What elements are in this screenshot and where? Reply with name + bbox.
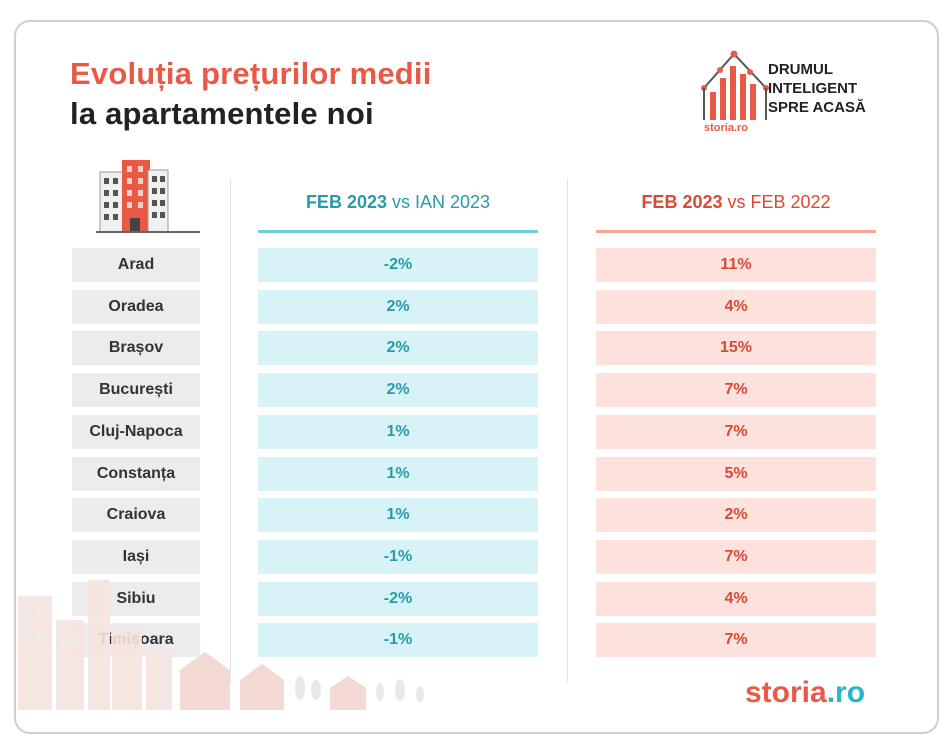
year-change-cell: 4%	[596, 290, 876, 324]
city-cell: Oradea	[72, 290, 200, 324]
year-change-cell: 15%	[596, 331, 876, 365]
year-change-cell: 4%	[596, 582, 876, 616]
tagline: DRUMUL INTELIGENT SPRE ACASĂ	[768, 60, 866, 117]
storia-house-logo-icon: storia.ro	[701, 50, 769, 132]
column-header-bold: FEB 2023	[641, 192, 723, 212]
year-change-cell: 7%	[596, 623, 876, 657]
month-change-cell: 2%	[258, 373, 538, 407]
column-header-rest: vs IAN 2023	[386, 192, 491, 212]
city-cell: Iași	[72, 540, 200, 574]
year-change-cell: 7%	[596, 540, 876, 574]
title-line-1: Evoluția prețurilor medii	[70, 56, 432, 91]
tagline-line: INTELIGENT	[768, 80, 858, 97]
month-change-cell: 1%	[258, 498, 538, 532]
month-change-cell: 2%	[258, 331, 538, 365]
header-underline-teal	[258, 230, 538, 233]
month-change-cell: 1%	[258, 457, 538, 491]
city-cell: Constanța	[72, 457, 200, 491]
city-cell: Cluj-Napoca	[72, 415, 200, 449]
column-header-bold: FEB 2023	[305, 192, 387, 212]
apartment-building-icon	[96, 160, 200, 233]
tagline-line: SPRE ACASĂ	[768, 99, 866, 116]
tagline-line: DRUMUL	[768, 61, 833, 78]
month-change-cell: -2%	[258, 248, 538, 282]
logo-small-brand: storia.ro	[704, 122, 748, 132]
brand-part-2: .ro	[826, 676, 866, 709]
year-change-cell: 2%	[596, 498, 876, 532]
month-change-cell: 1%	[258, 415, 538, 449]
month-change-cell: -1%	[258, 623, 538, 657]
column-header-year: FEB 2023 vs FEB 2022	[596, 192, 876, 213]
year-change-cell: 5%	[596, 457, 876, 491]
brand-part-1: storia	[745, 676, 827, 709]
city-cell: Arad	[72, 248, 200, 282]
city-cell: Brașov	[72, 331, 200, 365]
year-change-cell: 7%	[596, 415, 876, 449]
city-cell: Craiova	[72, 498, 200, 532]
city-cell: București	[72, 373, 200, 407]
column-divider	[567, 178, 568, 683]
month-change-cell: 2%	[258, 290, 538, 324]
column-header-rest: vs FEB 2022	[722, 192, 831, 212]
city-skyline-illustration	[18, 580, 424, 710]
title-line-2: la apartamentele noi	[70, 96, 374, 131]
column-divider	[230, 178, 231, 683]
column-header-month: FEB 2023 vs IAN 2023	[258, 192, 538, 213]
header-underline-red	[596, 230, 876, 233]
storia-brand-logo: storia.ro	[745, 676, 865, 710]
month-change-cell: -2%	[258, 582, 538, 616]
year-change-cell: 11%	[596, 248, 876, 282]
month-change-cell: -1%	[258, 540, 538, 574]
year-change-cell: 7%	[596, 373, 876, 407]
